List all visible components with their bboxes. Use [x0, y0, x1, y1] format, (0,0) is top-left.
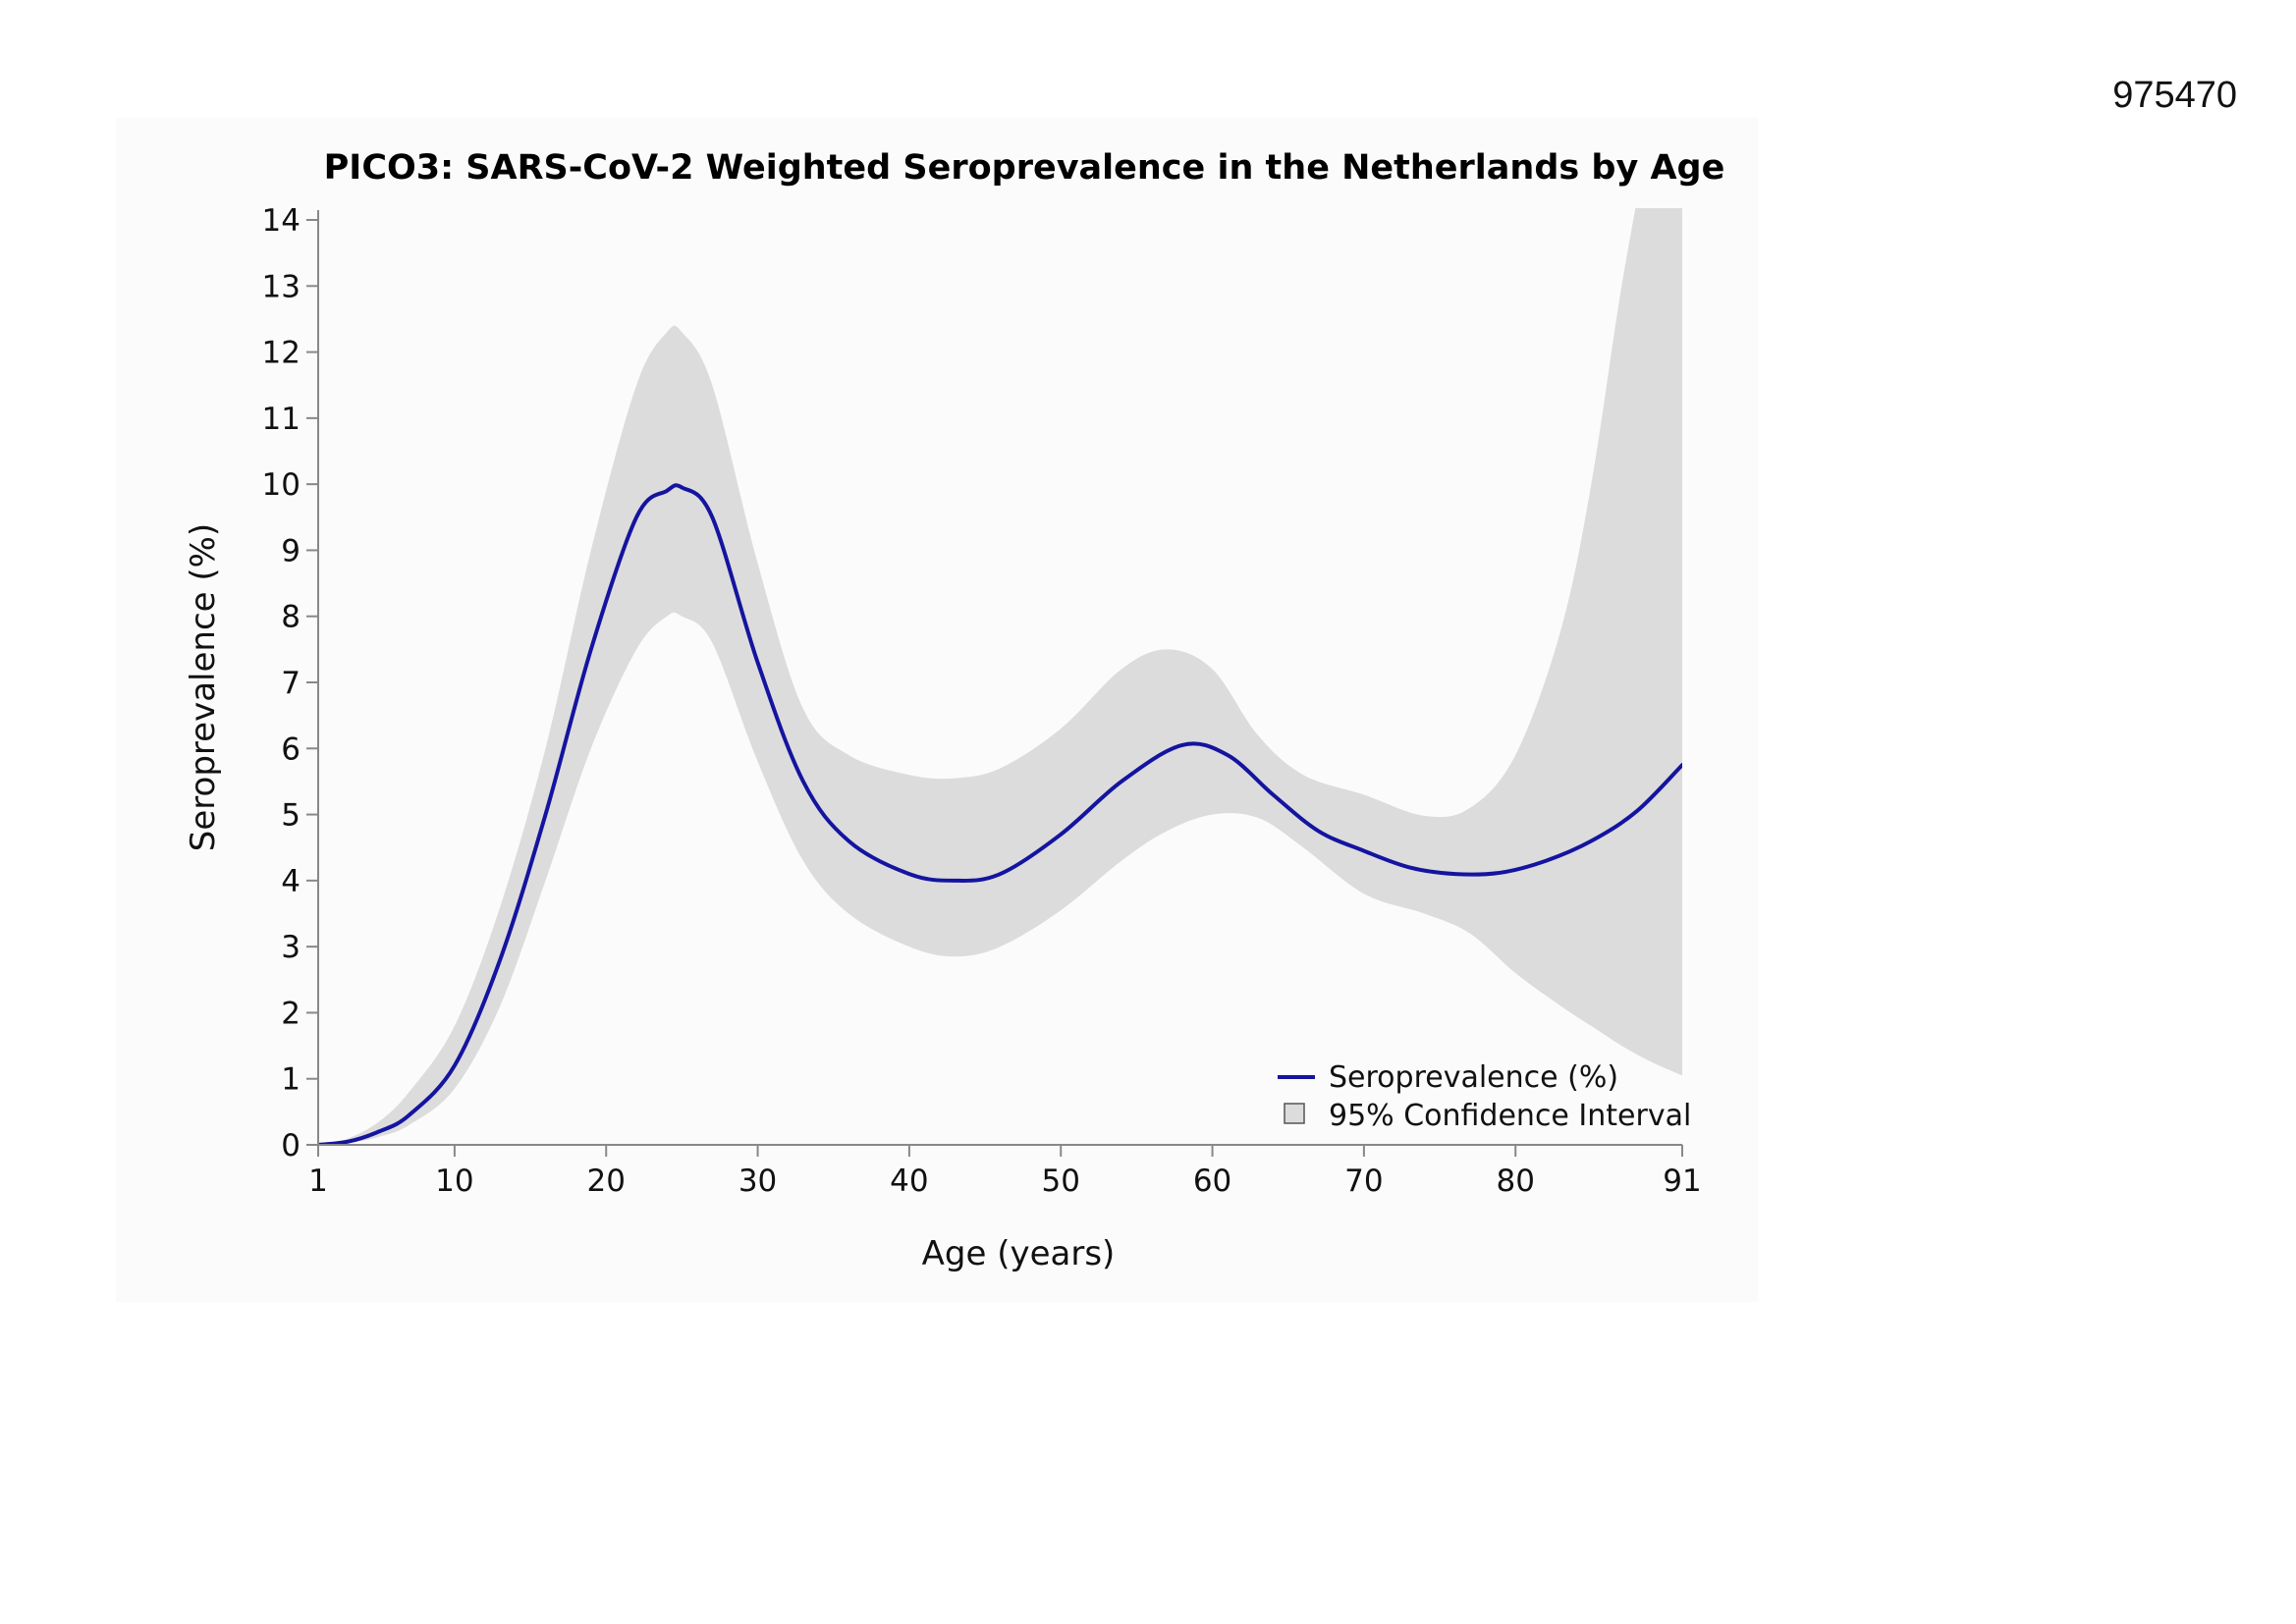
- y-tick-label: 0: [281, 1128, 301, 1164]
- x-tick-label: 40: [890, 1164, 928, 1199]
- y-tick-label: 12: [262, 336, 301, 371]
- chart-panel: PICO3: SARS-CoV-2 Weighted Seroprevalenc…: [116, 118, 1758, 1302]
- confidence-band: [318, 208, 1682, 1145]
- y-tick-label: 1: [281, 1062, 301, 1098]
- y-tick-label: 2: [281, 996, 301, 1031]
- y-tick-label: 4: [281, 864, 301, 899]
- y-tick-label: 10: [262, 467, 301, 503]
- x-tick-label: 91: [1663, 1164, 1701, 1199]
- y-axis-title: Seroprevalence (%): [184, 523, 223, 851]
- x-tick-label: 80: [1497, 1164, 1535, 1199]
- x-tick-label: 30: [738, 1164, 777, 1199]
- y-tick-label: 5: [281, 798, 301, 834]
- seroprevalence-chart: PICO3: SARS-CoV-2 Weighted Seroprevalenc…: [184, 148, 1725, 1273]
- y-tick-label: 6: [281, 731, 301, 767]
- legend: Seroprevalence (%) 95% Confidence Interv…: [1278, 1060, 1691, 1133]
- x-tick-label: 10: [435, 1164, 473, 1199]
- y-tick-label: 3: [281, 930, 301, 965]
- x-axis-title: Age (years): [922, 1234, 1116, 1273]
- legend-label-confidence-interval: 95% Confidence Interval: [1329, 1099, 1691, 1133]
- y-tick-label: 13: [262, 269, 301, 304]
- plot-area: [318, 208, 1682, 1145]
- x-tick-label: 70: [1344, 1164, 1383, 1199]
- x-tick-label: 20: [587, 1164, 626, 1199]
- chart-title: PICO3: SARS-CoV-2 Weighted Seroprevalenc…: [324, 148, 1725, 188]
- legend-label-seroprevalence: Seroprevalence (%): [1329, 1060, 1618, 1095]
- x-tick-label: 1: [308, 1164, 328, 1199]
- y-tick-label: 11: [262, 402, 301, 437]
- x-tick-label: 50: [1042, 1164, 1080, 1199]
- legend-band-swatch: [1284, 1103, 1305, 1124]
- y-tick-label: 14: [262, 203, 301, 239]
- page-number: 975470: [2112, 75, 2237, 116]
- seroprevalence-line: [318, 483, 1682, 1145]
- x-tick-label: 60: [1193, 1164, 1231, 1199]
- y-tick-label: 8: [281, 600, 301, 635]
- y-tick-label: 9: [281, 533, 301, 568]
- y-tick-label: 7: [281, 666, 301, 701]
